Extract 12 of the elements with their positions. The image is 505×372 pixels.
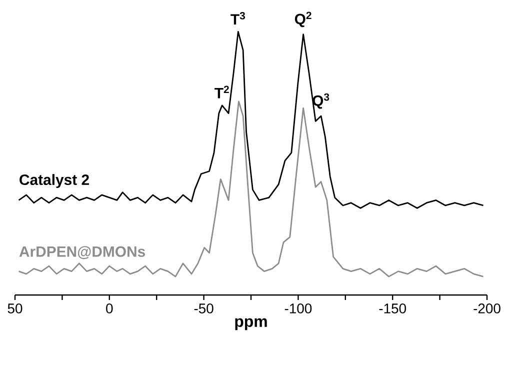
x-axis-title: ppm <box>235 318 267 330</box>
annotation: Q$^{2}$ <box>294 12 312 28</box>
x-tick-label: 0 <box>106 304 113 314</box>
x-tick-label: 50 <box>8 304 22 314</box>
x-tick-label: -100 <box>284 304 312 314</box>
annotation: T$^{3}$ <box>230 12 245 24</box>
annotation: T$^{2}$ <box>214 86 229 98</box>
series-label: ArDPEN@DMONs <box>19 246 145 260</box>
series-label: Catalyst 2 <box>20 174 89 188</box>
x-tick-label: -50 <box>194 304 214 314</box>
x-tick-label: -200 <box>474 304 500 314</box>
x-tick-label: -150 <box>379 304 406 314</box>
